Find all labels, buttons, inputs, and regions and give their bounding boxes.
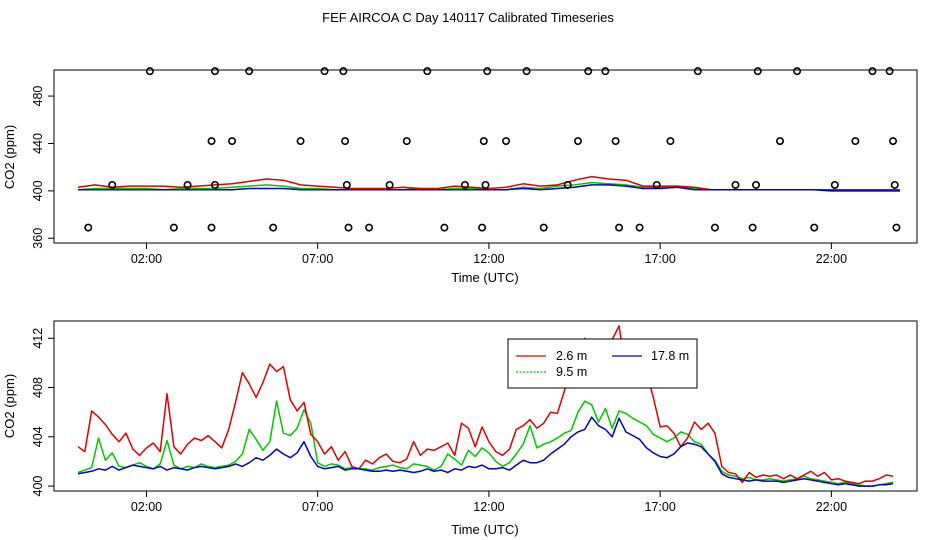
- x-tick-label: 12:00: [473, 252, 504, 266]
- calibration-point: [885, 67, 894, 76]
- calibration-point: [210, 180, 219, 189]
- x-tick-label: 22:00: [816, 500, 847, 514]
- x-tick-label: 17:00: [645, 500, 676, 514]
- calibration-point: [341, 137, 350, 146]
- x-axis: 02:00 07:00 12:00 17:00 22:00: [131, 491, 847, 514]
- calibration-point: [830, 180, 839, 189]
- calibration-point: [183, 180, 192, 189]
- series-line-17-8-m: [77, 416, 894, 487]
- calibration-point: [868, 67, 877, 76]
- calibration-point: [731, 180, 740, 189]
- y-axis-label: CO2 (ppm): [2, 125, 17, 189]
- legend-label-9-5m: 9.5 m: [556, 365, 587, 379]
- calibration-point: [851, 137, 860, 146]
- panel-top: 02:00 07:00 12:00 17:00 22:00 360 400 440 480 T…: [2, 67, 918, 285]
- y-tick-label: 408: [31, 377, 45, 398]
- x-tick-label: 07:00: [302, 252, 333, 266]
- calibration-point: [228, 137, 237, 146]
- y-tick-label: 412: [31, 328, 45, 349]
- y-axis: 360 400 440 480: [31, 86, 54, 249]
- calibration-point: [460, 180, 469, 189]
- legend-box: [507, 338, 698, 389]
- calibration-point: [652, 180, 661, 189]
- legend-label-2-6m: 2.6 m: [556, 349, 587, 363]
- calibration-point: [752, 180, 761, 189]
- calibration-point: [210, 67, 219, 76]
- calibration-point: [635, 223, 644, 232]
- y-tick-label: 404: [31, 426, 45, 447]
- calibration-point: [423, 67, 432, 76]
- calibration-point: [611, 137, 620, 146]
- x-tick-label: 02:00: [131, 500, 162, 514]
- calibration-point: [793, 67, 802, 76]
- x-axis-label: Time (UTC): [451, 522, 518, 537]
- x-tick-label: 22:00: [816, 252, 847, 266]
- calibration-point: [479, 137, 488, 146]
- calibration-point: [890, 180, 899, 189]
- calibration-point: [296, 137, 305, 146]
- x-tick-label: 02:00: [131, 252, 162, 266]
- calibration-point: [169, 223, 178, 232]
- calibration-point: [108, 180, 117, 189]
- calibration-point: [402, 137, 411, 146]
- calibration-point: [573, 137, 582, 146]
- calibration-point: [892, 223, 901, 232]
- calibration-point: [753, 67, 762, 76]
- series-line-2-6-m: [77, 325, 894, 485]
- calibration-point: [502, 137, 511, 146]
- legend: 2.6 m 17.8 m 9.5 m: [507, 338, 698, 389]
- calibration-point: [710, 223, 719, 232]
- calibration-point: [483, 67, 492, 76]
- y-axis-label: CO2 (ppm): [2, 374, 17, 438]
- calibration-point: [207, 137, 216, 146]
- y-axis: 400 404 408 412: [31, 328, 54, 497]
- calibration-point: [339, 67, 348, 76]
- calibration-point: [889, 137, 898, 146]
- calibration-point: [342, 180, 351, 189]
- series-line-17-8-m: [78, 184, 900, 192]
- calibration-point: [481, 180, 490, 189]
- calibration-point: [810, 223, 819, 232]
- calibration-point: [440, 223, 449, 232]
- calibration-point: [365, 223, 374, 232]
- figure-title: FEF AIRCOA C Day 140117 Calibrated Times…: [322, 10, 614, 25]
- calibration-point: [748, 223, 757, 232]
- calibration-point: [584, 67, 593, 76]
- legend-label-17-8m: 17.8 m: [651, 349, 689, 363]
- plot-frame: [53, 69, 918, 244]
- calibration-point: [522, 67, 531, 76]
- calibration-point: [385, 180, 394, 189]
- calibration-point: [145, 67, 154, 76]
- calibration-point: [478, 223, 487, 232]
- calibration-point: [320, 67, 329, 76]
- x-axis-label: Time (UTC): [451, 270, 518, 285]
- calibration-point: [601, 67, 610, 76]
- calibration-point: [666, 137, 675, 146]
- y-tick-label: 400: [31, 476, 45, 497]
- calibration-point: [615, 223, 624, 232]
- y-tick-label: 360: [31, 228, 45, 249]
- calibration-point: [245, 67, 254, 76]
- calibration-point: [776, 137, 785, 146]
- calibration-point: [539, 223, 548, 232]
- y-tick-label: 480: [31, 86, 45, 107]
- calibration-point: [693, 67, 702, 76]
- calibration-point: [207, 223, 216, 232]
- calibration-points: [84, 67, 901, 232]
- x-tick-label: 17:00: [645, 252, 676, 266]
- panel-bottom: 02:00 07:00 12:00 17:00 22:00 400 404 408 412 T…: [2, 320, 918, 537]
- x-tick-label: 07:00: [302, 500, 333, 514]
- series-group: [77, 325, 894, 487]
- calibration-point: [344, 223, 353, 232]
- plot-frame: [53, 320, 918, 492]
- x-tick-label: 12:00: [473, 500, 504, 514]
- x-axis: 02:00 07:00 12:00 17:00 22:00: [131, 243, 847, 266]
- y-tick-label: 440: [31, 133, 45, 154]
- calibration-point: [563, 180, 572, 189]
- y-tick-label: 400: [31, 180, 45, 201]
- calibration-point: [84, 223, 93, 232]
- series-line-9-5-m: [77, 400, 894, 487]
- calibration-point: [269, 223, 278, 232]
